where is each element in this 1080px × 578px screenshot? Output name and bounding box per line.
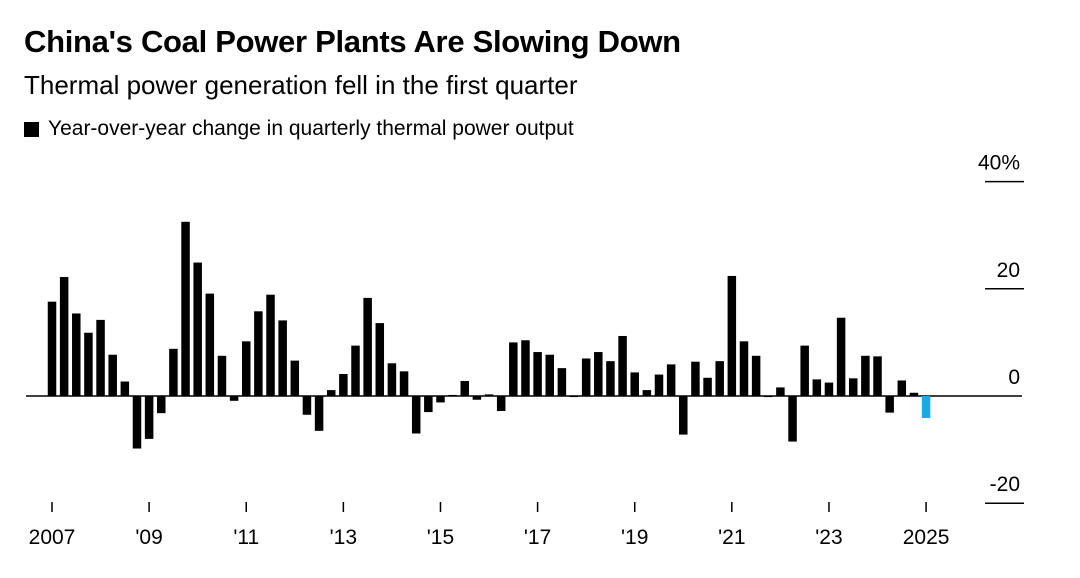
legend-swatch	[24, 121, 39, 137]
x-tick-label: '13	[330, 526, 357, 549]
bar	[436, 396, 445, 403]
bar	[569, 396, 579, 398]
bar	[776, 387, 785, 396]
bar	[557, 368, 567, 396]
bar	[278, 320, 287, 396]
y-tick-label: 0	[1008, 366, 1020, 389]
bar	[217, 355, 227, 396]
bar	[241, 341, 251, 396]
bar	[326, 390, 336, 396]
bar	[448, 394, 457, 396]
chart-subtitle: Thermal power generation fell in the fir…	[24, 70, 578, 100]
bar	[290, 360, 300, 396]
bar	[144, 396, 154, 439]
bar	[533, 352, 542, 396]
bar	[460, 380, 470, 396]
bar	[387, 363, 397, 396]
bar	[375, 323, 385, 396]
bar	[157, 396, 166, 414]
bar	[193, 262, 202, 396]
bar	[812, 379, 822, 396]
bar	[848, 378, 858, 396]
x-tick-label: '15	[427, 526, 454, 549]
bar	[484, 394, 494, 396]
bar	[715, 361, 724, 396]
bar	[108, 354, 117, 396]
x-tick-label: 2025	[903, 526, 950, 549]
bar	[654, 374, 664, 396]
bar	[205, 293, 215, 396]
legend-label: Year-over-year change in quarterly therm…	[48, 117, 574, 140]
bar	[836, 317, 846, 396]
bar	[72, 313, 81, 396]
bar	[339, 374, 348, 396]
bar	[861, 355, 870, 396]
bar	[909, 392, 919, 396]
bar	[509, 342, 518, 396]
bar	[472, 396, 482, 400]
legend: Year-over-year change in quarterly therm…	[24, 117, 574, 141]
bar	[679, 396, 688, 435]
bar	[181, 221, 190, 396]
bar	[788, 396, 797, 442]
bar	[739, 341, 749, 396]
bar	[873, 356, 882, 396]
bar	[751, 355, 761, 396]
bar	[666, 364, 676, 396]
bar	[411, 396, 421, 434]
bar	[885, 396, 894, 413]
x-tick-label: '19	[621, 526, 648, 549]
bar	[496, 396, 506, 412]
x-tick-label: 2007	[29, 526, 76, 549]
bar	[691, 361, 700, 396]
x-tick-label: '09	[135, 526, 162, 549]
bar	[266, 294, 275, 396]
bar	[363, 297, 372, 396]
bar	[630, 372, 639, 396]
bar	[618, 335, 627, 396]
bar	[96, 319, 105, 396]
y-tick-label: -20	[990, 473, 1020, 496]
bar	[424, 396, 433, 413]
bar	[314, 396, 324, 431]
bar-highlight	[921, 396, 931, 418]
chart-title: China's Coal Power Plants Are Slowing Do…	[24, 24, 681, 59]
y-tick-label: 20	[997, 259, 1020, 282]
bar	[594, 352, 603, 396]
bar	[703, 377, 712, 396]
bar	[824, 382, 834, 396]
bar	[897, 380, 907, 396]
bar	[800, 345, 809, 396]
x-tick-label: '17	[524, 526, 551, 549]
bar	[84, 332, 93, 396]
bar	[581, 358, 591, 396]
bar	[727, 275, 737, 396]
bar	[351, 345, 360, 396]
bar	[764, 396, 773, 398]
bar	[254, 311, 263, 396]
bar	[399, 371, 409, 396]
bar	[132, 396, 142, 449]
bar	[120, 381, 130, 396]
bar	[642, 390, 652, 396]
bar	[169, 348, 178, 396]
bar	[521, 340, 530, 396]
bar	[545, 354, 554, 396]
x-tick-label: '11	[233, 526, 259, 549]
bar	[606, 361, 615, 396]
x-tick-label: '21	[718, 526, 745, 549]
x-tick-label: '23	[815, 526, 842, 549]
bar	[229, 396, 239, 401]
bar	[59, 277, 69, 396]
bar	[302, 396, 312, 415]
y-tick-label: 40%	[978, 152, 1020, 175]
bar	[47, 301, 57, 396]
